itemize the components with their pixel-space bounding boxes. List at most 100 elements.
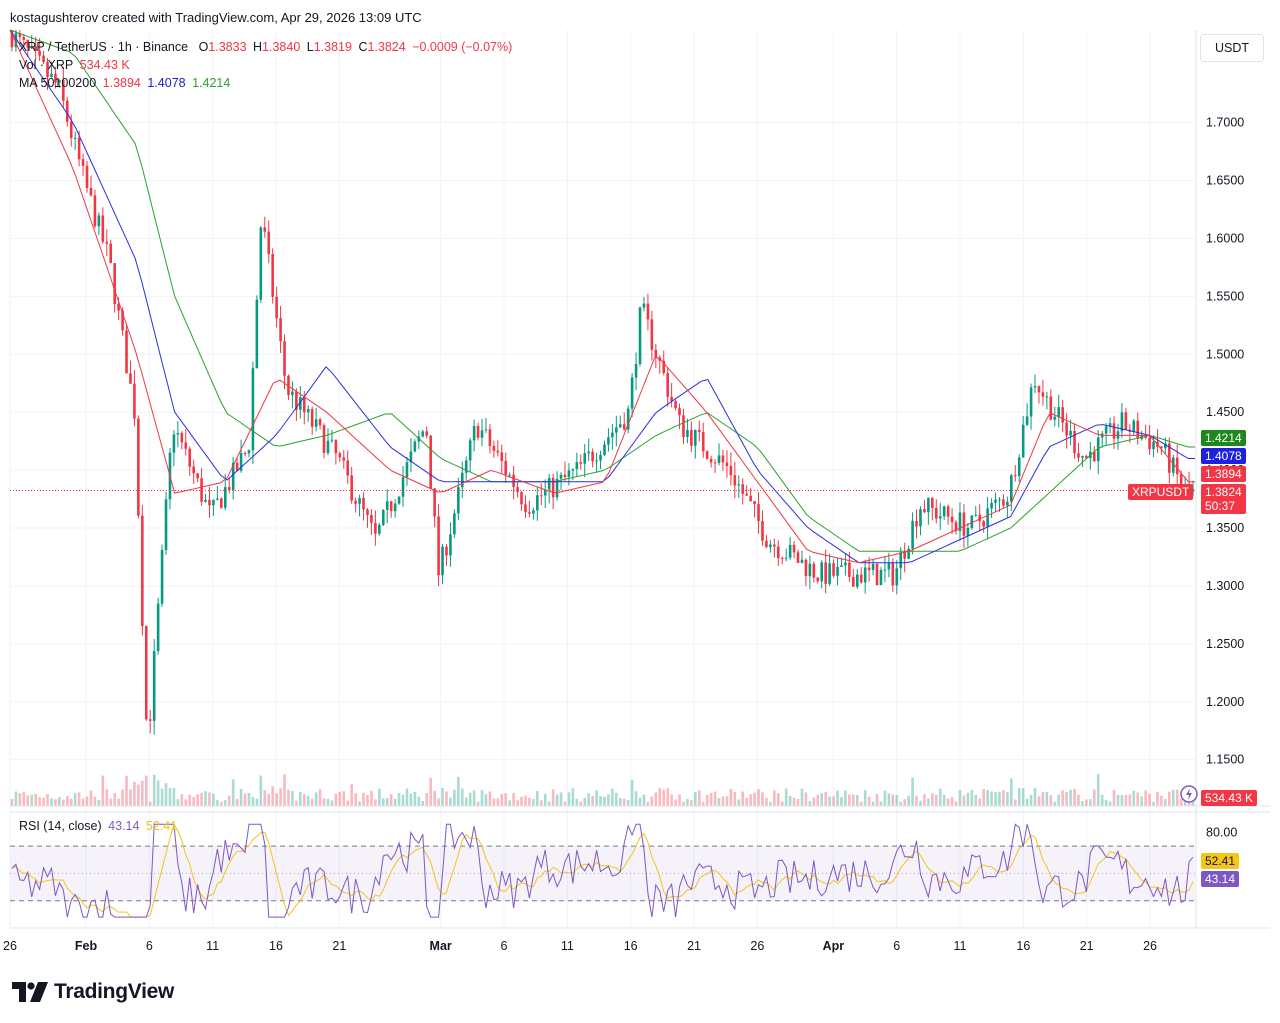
close-value: 1.3824 <box>367 40 406 54</box>
candle-body <box>464 460 468 473</box>
price-tick-label: 1.6000 <box>1206 231 1244 245</box>
volume-bar <box>263 790 267 806</box>
candle-body <box>346 460 350 476</box>
rsi-ma-value: 52.41 <box>145 819 178 833</box>
volume-bar <box>267 793 271 806</box>
volume-bar <box>946 798 950 806</box>
symbol-tag: XRPUSDT <box>1128 484 1194 500</box>
volume-bar <box>1104 799 1108 806</box>
candle-body <box>212 499 215 506</box>
volume-bar <box>804 792 808 806</box>
candle-body <box>804 559 808 577</box>
volume-bar <box>413 791 417 806</box>
price-tick-label: 1.5000 <box>1206 347 1244 361</box>
volume-bar <box>1120 795 1124 806</box>
volume-bar <box>658 788 662 806</box>
candle-body <box>875 564 879 586</box>
time-tick-label: 11 <box>561 939 574 953</box>
candle-body <box>591 451 594 462</box>
time-tick-label: 6 <box>146 939 153 953</box>
candle-body <box>93 195 97 227</box>
volume-bar <box>125 775 128 806</box>
candle-body <box>1081 456 1084 458</box>
price-tick-label: 1.6500 <box>1206 174 1244 188</box>
volume-bar <box>1160 795 1163 806</box>
volume-bar <box>275 793 278 806</box>
candle-body <box>780 558 784 560</box>
volume-bar <box>34 793 37 806</box>
volume-legend: Vol · XRP 534.43 K <box>19 58 133 72</box>
candle-body <box>306 409 310 413</box>
candle-body <box>291 391 294 396</box>
rsi-tag: 43.14 <box>1201 871 1240 887</box>
candle-body <box>271 253 274 297</box>
volume-bar <box>255 798 259 806</box>
volume-bar <box>500 794 504 806</box>
rsi-label[interactable]: RSI (14, close) <box>19 819 102 833</box>
volume-bar <box>654 792 658 806</box>
candle-body <box>180 433 184 443</box>
time-tick-label: 26 <box>1143 939 1157 953</box>
volume-bar <box>291 790 294 806</box>
volume-bar <box>69 798 73 806</box>
volume-bar <box>911 777 914 806</box>
volume-bar <box>571 788 575 806</box>
volume-bar <box>322 798 326 806</box>
candle-body <box>299 397 302 410</box>
volume-bar <box>812 797 816 806</box>
candle-body <box>611 432 614 438</box>
candle-body <box>808 563 812 577</box>
volume-bar <box>144 775 148 806</box>
volume-bar <box>962 795 966 806</box>
volume-bar <box>401 794 405 806</box>
volume-bar <box>160 788 164 806</box>
volume-bar <box>1085 799 1088 806</box>
volume-bar <box>449 797 452 806</box>
price-tick-label: 1.5500 <box>1206 289 1244 303</box>
volume-bar <box>180 794 184 806</box>
ma50-price-tag: 1.3894 <box>1201 466 1246 482</box>
volume-bar <box>994 792 997 806</box>
volume-bar <box>1037 796 1041 806</box>
volume-bar <box>1021 788 1025 806</box>
time-tick-label: 21 <box>1080 939 1094 953</box>
time-tick-label: 21 <box>687 939 701 953</box>
time-tick-label: 11 <box>206 939 219 953</box>
volume-bar <box>212 793 215 806</box>
volume-bar <box>239 789 243 806</box>
volume-bar <box>184 799 188 806</box>
candle-body <box>895 568 899 586</box>
volume-bar <box>77 792 81 806</box>
volume-bar <box>615 792 618 806</box>
volume-bar <box>378 788 381 806</box>
volume-label[interactable]: Vol · XRP <box>19 58 74 72</box>
candle-body <box>543 489 547 496</box>
volume-bar <box>780 801 784 806</box>
volume-bar <box>1029 794 1033 806</box>
ma-label[interactable]: MA 50100200 <box>19 76 97 90</box>
volume-bar <box>468 792 472 806</box>
candle-body <box>1037 386 1041 393</box>
currency-button[interactable]: USDT <box>1200 34 1264 62</box>
change-value: −0.0009 (−0.07%) <box>412 40 513 54</box>
candle-body <box>192 466 195 474</box>
open-value: 1.3833 <box>208 40 247 54</box>
volume-bar <box>931 793 934 806</box>
candle-body <box>1160 446 1163 449</box>
candle-body <box>350 475 353 501</box>
candle-body <box>638 307 642 364</box>
candle-body <box>457 487 460 514</box>
lightning-icon-bolt <box>1186 788 1192 800</box>
candle-body <box>326 440 330 453</box>
tradingview-logo[interactable]: TradingView <box>12 978 174 1006</box>
volume-bar <box>618 797 622 806</box>
volume-bar <box>950 797 954 806</box>
volume-bar <box>1140 796 1143 806</box>
ma200-line <box>9 29 1195 552</box>
candle-body <box>615 427 618 433</box>
candle-body <box>10 30 14 48</box>
volume-bar <box>50 798 53 806</box>
symbol-name[interactable]: XRP / TetherUS · 1h · Binance <box>19 40 189 54</box>
candle-body <box>512 474 515 488</box>
